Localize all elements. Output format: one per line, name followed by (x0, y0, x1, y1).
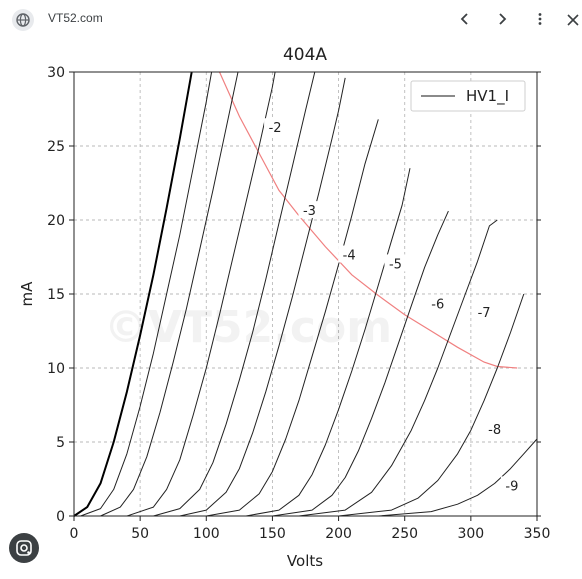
legend-box (410, 80, 526, 112)
back-button[interactable] (452, 6, 478, 32)
y-tick-label: 10 (47, 361, 65, 377)
x-tick-label: 100 (193, 526, 220, 542)
series-line (272, 210, 449, 517)
series-line (153, 71, 316, 517)
series-label-bg (500, 476, 523, 494)
series-label-bg (384, 254, 407, 272)
series-label-bg (473, 303, 496, 321)
series-line (378, 438, 538, 517)
site-name[interactable]: VT52.com (48, 11, 103, 25)
series-label: -7 (478, 306, 491, 321)
more-vertical-icon (538, 13, 542, 25)
lens-icon (16, 540, 32, 556)
series-line (80, 71, 213, 517)
series-labels: -2 -3 -4 -5 -6 -7 -8 -9 (264, 118, 523, 494)
watermark: ©VT52.com (104, 302, 392, 353)
series-label: -9 (505, 479, 518, 494)
series-group (73, 71, 538, 517)
browser-header: VT52.com (0, 0, 582, 38)
y-tick-label: 20 (47, 213, 65, 229)
globe-icon (12, 9, 34, 31)
x-tick-label: 250 (391, 526, 418, 542)
lens-button[interactable] (9, 533, 39, 563)
legend-entry-label: HV1_I (466, 87, 509, 106)
series-label: -6 (431, 297, 444, 312)
series-label-bg (338, 245, 361, 263)
series-line (338, 293, 525, 517)
chart-title: 404A (283, 45, 327, 65)
x-tick-label: 50 (131, 526, 149, 542)
y-tick-label: 5 (56, 435, 65, 451)
y-tick-label: 0 (56, 509, 65, 525)
max-dissipation-curve (218, 71, 518, 369)
series-label: -3 (303, 204, 316, 219)
close-icon (567, 14, 579, 26)
series-line (245, 168, 411, 517)
series-label-bg (264, 118, 287, 136)
x-tick-label: 0 (70, 526, 79, 542)
plot-frame (73, 71, 538, 517)
more-options-button[interactable] (527, 6, 553, 32)
x-tick-label: 200 (325, 526, 352, 542)
forward-button[interactable] (489, 6, 515, 32)
y-axis-label: mA (18, 281, 36, 307)
chevron-right-icon (499, 13, 507, 25)
x-tick-label: 150 (259, 526, 286, 542)
close-button[interactable] (562, 6, 582, 32)
series-line (126, 71, 276, 517)
x-tick-label: 350 (524, 526, 551, 542)
legend: HV1_I (410, 80, 526, 112)
limit-curve-group (218, 71, 518, 369)
axis-ticks: 0 50 100 150 200 250 300 350 0 5 10 15 20 25 30 (47, 65, 550, 542)
y-tick-label: 25 (47, 139, 65, 155)
series-label-bg (298, 201, 321, 219)
chevron-left-icon (460, 13, 468, 25)
series-line (206, 119, 379, 517)
x-axis-label: Volts (287, 552, 323, 570)
y-tick-label: 15 (47, 287, 65, 303)
x-tick-label: 300 (457, 526, 484, 542)
series-label: -2 (269, 121, 282, 136)
series-label: -5 (389, 257, 402, 272)
y-tick-label: 30 (47, 65, 65, 81)
series-line (298, 219, 498, 517)
series-line (100, 71, 239, 517)
chart-image[interactable]: 404A ©VT52.com 0 50 100 150 200 250 300 350 0 5 10… (0, 38, 582, 575)
plate-characteristics-chart: 404A ©VT52.com 0 50 100 150 200 250 300 350 0 5 10… (18, 45, 550, 570)
chart-grid (74, 72, 537, 516)
series-label-bg (426, 294, 449, 312)
series-label: -8 (488, 423, 501, 438)
series-line (179, 77, 346, 517)
series-line (73, 71, 193, 517)
series-label-bg (483, 420, 506, 438)
series-label: -4 (343, 249, 356, 264)
